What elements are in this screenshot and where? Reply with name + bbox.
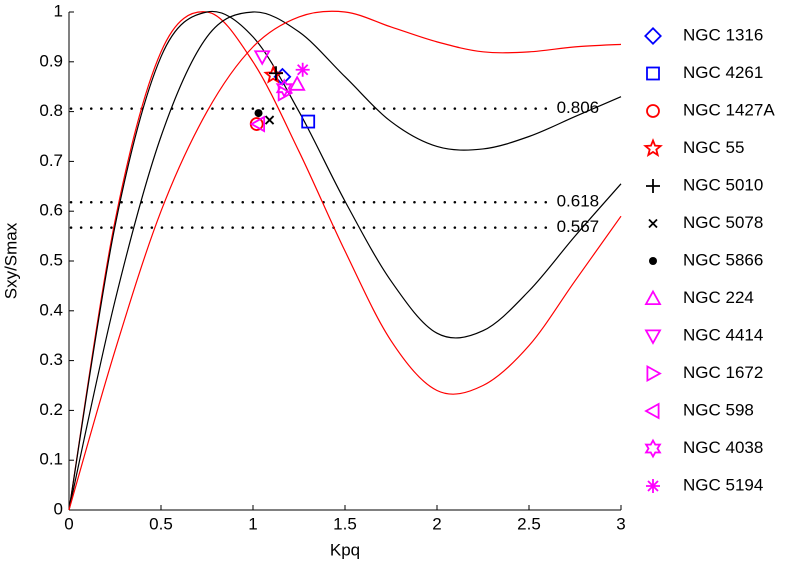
data-point	[295, 62, 310, 77]
legend-label: NGC 55	[683, 138, 744, 157]
legend-marker	[648, 218, 658, 229]
legend-marker	[643, 138, 663, 157]
x-tick-label: 2	[432, 514, 441, 533]
y-tick-label: 0.5	[39, 250, 63, 269]
y-tick-label: 0.3	[39, 350, 63, 369]
legend-label: NGC 598	[683, 400, 754, 419]
legend-label: NGC 1316	[683, 25, 763, 44]
x-tick-label: 1	[248, 514, 257, 533]
legend-label: NGC 5194	[683, 475, 763, 494]
x-tick-label: 0.5	[149, 514, 173, 533]
data-point	[301, 114, 316, 129]
legend-marker	[644, 27, 662, 45]
legend-marker	[644, 289, 662, 306]
data-point	[288, 75, 306, 91]
x-tick-label: 0	[64, 514, 73, 533]
data-point	[264, 115, 275, 125]
x-tick-label: 1.5	[333, 514, 357, 533]
y-tick-label: 0.6	[39, 201, 63, 220]
curve	[68, 11, 622, 511]
legend-marker	[644, 329, 662, 345]
y-tick-label: 0	[54, 499, 63, 518]
reference-label: 0.618	[557, 192, 600, 211]
legend-marker	[649, 257, 657, 265]
data-point	[249, 115, 266, 133]
y-tick-label: 0.7	[39, 151, 63, 170]
curve	[68, 10, 622, 511]
x-axis-label: Kpq	[330, 540, 360, 559]
x-tick-label: 3	[616, 514, 625, 533]
y-tick-label: 1	[54, 1, 63, 20]
legend-label: NGC 4414	[683, 325, 763, 344]
legend-marker	[644, 402, 660, 420]
legend-marker	[646, 179, 660, 193]
legend-marker	[646, 364, 662, 383]
y-tick-label: 0.8	[39, 101, 63, 120]
legend-marker	[646, 104, 660, 118]
curve	[68, 11, 622, 511]
legend-label: NGC 1672	[683, 363, 763, 382]
legend-label: NGC 1427A	[683, 100, 775, 119]
data-point	[253, 50, 271, 66]
reference-label: 0.567	[557, 217, 600, 236]
legend-label: NGC 5866	[683, 250, 763, 269]
legend-label: NGC 4261	[683, 63, 763, 82]
legend-label: NGC 5010	[683, 175, 763, 194]
legend-marker	[646, 66, 660, 81]
y-tick-label: 0.9	[39, 51, 63, 70]
legend-label: NGC 5078	[683, 213, 763, 232]
data-point	[269, 66, 283, 81]
y-tick-label: 0.1	[39, 450, 63, 469]
y-tick-label: 0.4	[39, 300, 63, 319]
legend-marker	[644, 438, 662, 459]
legend-marker	[646, 479, 660, 493]
x-tick-label: 2.5	[517, 514, 541, 533]
legend-label: NGC 224	[683, 288, 754, 307]
legend-label: NGC 4038	[683, 438, 763, 457]
y-tick-label: 0.2	[39, 400, 63, 419]
data-point	[275, 78, 293, 99]
y-axis-label: Sxy/Smax	[1, 222, 20, 299]
curve	[68, 10, 622, 511]
data-point	[254, 109, 263, 118]
reference-label: 0.806	[557, 98, 600, 117]
